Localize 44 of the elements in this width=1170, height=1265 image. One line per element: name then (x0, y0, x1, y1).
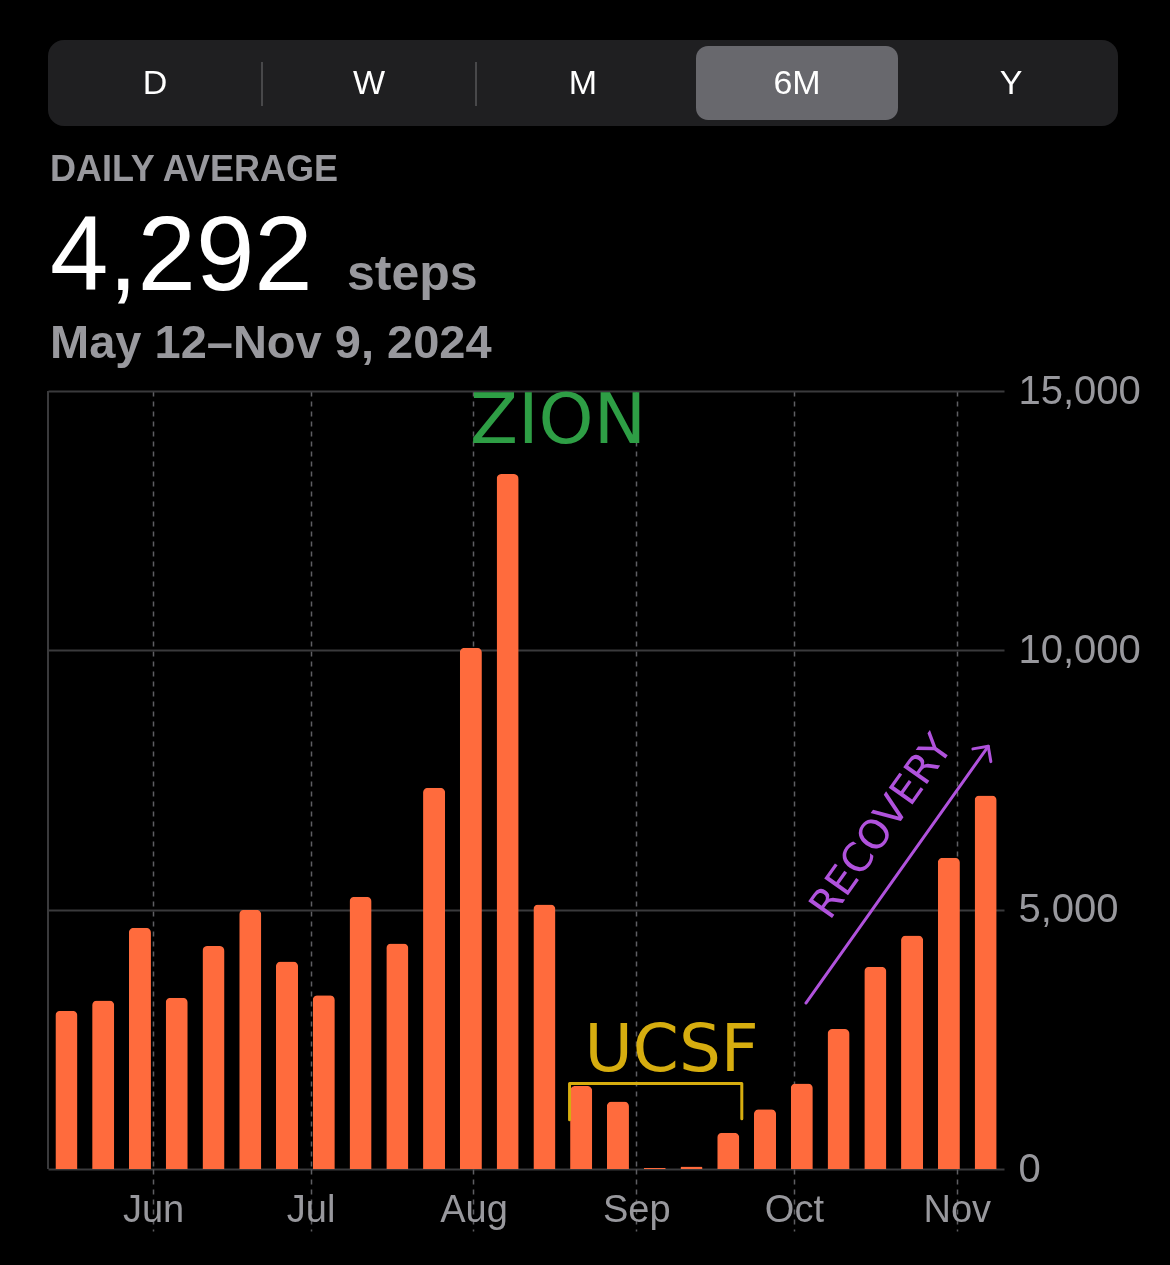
bar (55, 1010, 78, 1169)
text: D (142, 63, 168, 101)
x-tick-label: Jul (286, 1187, 336, 1230)
bar (423, 787, 446, 1169)
bar (606, 1101, 629, 1169)
x-tick-label: Sep (603, 1187, 671, 1230)
series-label: UCSF (584, 1010, 759, 1088)
y-tick-label: 15,000 (1018, 367, 1141, 412)
text: Y (999, 63, 1023, 101)
text: 4,292 (50, 195, 313, 312)
bar (239, 909, 262, 1169)
chart-subtitle: May 12–Nov 9, 2024 (50, 315, 492, 368)
text: W (352, 63, 386, 101)
bar (459, 647, 482, 1169)
chart-title: DAILY AVERAGE (50, 148, 339, 189)
bar (753, 1109, 777, 1169)
y-tick-label: 10,000 (1018, 626, 1141, 671)
x-tick-label: Nov (923, 1187, 992, 1230)
bar (570, 1086, 593, 1169)
y-tick-label: 5,000 (1018, 886, 1119, 931)
annotation: ZION (470, 378, 647, 460)
text: 6M (773, 63, 821, 101)
bar (128, 927, 151, 1169)
bar (386, 943, 409, 1169)
bar (827, 1028, 850, 1169)
bar (717, 1132, 740, 1169)
bar (349, 896, 372, 1169)
bar (165, 997, 188, 1169)
bar (901, 935, 924, 1169)
bar (275, 961, 299, 1169)
bar (974, 795, 997, 1169)
bar (202, 945, 225, 1169)
x-tick-label: Jun (122, 1187, 185, 1230)
bar (496, 473, 519, 1169)
text: steps (347, 245, 478, 301)
bar (790, 1083, 813, 1169)
bar (864, 966, 887, 1169)
bar (312, 995, 335, 1169)
bar (92, 1000, 115, 1169)
y-tick-label: 0 (1018, 1145, 1041, 1190)
x-tick-label: Oct (764, 1187, 825, 1230)
x-tick-label: Aug (440, 1187, 508, 1230)
bar (533, 904, 556, 1169)
text: M (568, 63, 598, 101)
